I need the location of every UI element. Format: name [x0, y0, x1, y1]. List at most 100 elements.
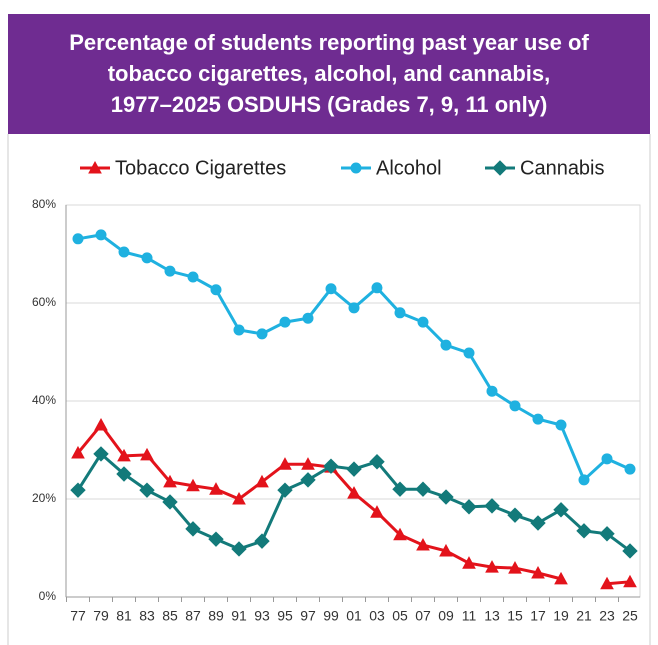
x-tick-label: 25	[622, 608, 638, 624]
data-point	[461, 499, 477, 515]
data-point	[624, 463, 636, 475]
data-point	[95, 229, 107, 241]
data-point	[462, 556, 476, 569]
y-tick-label: 40%	[32, 393, 56, 407]
x-tick-label: 09	[438, 608, 454, 624]
data-point	[393, 527, 407, 541]
data-point	[256, 328, 268, 340]
data-point	[187, 271, 199, 283]
data-point	[507, 507, 523, 523]
data-point	[439, 543, 453, 557]
x-tick-label: 93	[254, 608, 270, 624]
data-point	[141, 252, 153, 264]
y-tick-label: 60%	[32, 295, 56, 309]
data-point	[554, 571, 568, 585]
data-point	[163, 474, 177, 488]
chart-title: 1977–2025 OSDUHS (Grades 7, 9, 11 only)	[111, 92, 548, 117]
data-point	[185, 521, 201, 537]
x-tick-label: 01	[346, 608, 362, 624]
data-point	[530, 515, 546, 531]
data-point	[302, 312, 314, 324]
x-tick-label: 17	[530, 608, 546, 624]
data-point	[599, 526, 615, 542]
data-point	[369, 454, 385, 470]
x-tick-label: 81	[116, 608, 132, 624]
x-tick-label: 85	[162, 608, 178, 624]
x-tick-label: 87	[185, 608, 201, 624]
y-tick-label: 0%	[39, 589, 57, 603]
data-point	[255, 474, 269, 488]
data-point	[232, 491, 246, 505]
data-point	[578, 474, 590, 486]
x-tick-label: 03	[369, 608, 385, 624]
data-point	[94, 417, 108, 431]
x-tick-label: 21	[576, 608, 592, 624]
data-point	[346, 461, 362, 477]
x-tick-label: 91	[231, 608, 247, 624]
y-tick-label: 80%	[32, 197, 56, 211]
x-tick-label: 13	[484, 608, 500, 624]
data-point	[118, 246, 130, 258]
data-point	[394, 307, 406, 319]
data-point	[93, 446, 109, 462]
x-tick-label: 15	[507, 608, 523, 624]
data-point	[279, 316, 291, 328]
data-point	[438, 489, 454, 505]
data-point	[209, 482, 223, 495]
x-tick-label: 97	[300, 608, 316, 624]
series-line	[77, 233, 631, 483]
data-point	[555, 419, 567, 431]
series-line	[76, 422, 562, 581]
data-point	[371, 282, 383, 294]
x-tick-label: 77	[70, 608, 86, 624]
chart-title: tobacco cigarettes, alcohol, and cannabi…	[108, 61, 551, 86]
data-point	[210, 284, 222, 296]
x-tick-label: 79	[93, 608, 109, 624]
legend-marker	[350, 162, 362, 174]
data-point	[531, 565, 545, 579]
data-point	[622, 543, 638, 559]
data-point	[508, 561, 522, 574]
x-tick-label: 11	[462, 608, 477, 624]
data-point	[71, 445, 85, 459]
data-point	[486, 385, 498, 397]
data-point	[484, 498, 500, 514]
data-point	[300, 472, 316, 488]
data-point	[532, 413, 544, 425]
data-point	[186, 478, 200, 492]
legend-marker	[492, 160, 508, 176]
data-point	[415, 481, 431, 497]
legend-label: Tobacco Cigarettes	[115, 157, 286, 179]
data-point	[323, 458, 339, 474]
data-point	[254, 533, 270, 549]
data-point	[601, 453, 613, 465]
data-point	[164, 265, 176, 277]
legend-label: Alcohol	[376, 157, 442, 179]
data-point	[600, 576, 614, 590]
data-point	[347, 486, 361, 499]
x-tick-label: 05	[392, 608, 408, 624]
data-point	[463, 347, 475, 359]
data-point	[370, 505, 384, 518]
x-tick-label: 99	[323, 608, 339, 624]
data-point	[140, 447, 154, 461]
chart-title: Percentage of students reporting past ye…	[69, 30, 589, 55]
title-band	[8, 14, 650, 134]
data-point	[392, 481, 408, 497]
data-point	[348, 302, 360, 314]
data-point	[72, 233, 84, 245]
data-point	[139, 482, 155, 498]
data-point	[509, 400, 521, 412]
data-point	[233, 324, 245, 336]
data-point	[416, 538, 430, 551]
legend-label: Cannabis	[520, 157, 605, 179]
legend-marker	[88, 160, 102, 174]
data-point	[417, 316, 429, 328]
data-point	[325, 283, 337, 295]
data-point	[231, 541, 247, 557]
x-tick-label: 83	[139, 608, 155, 624]
data-point	[623, 574, 637, 588]
x-tick-label: 19	[553, 608, 569, 624]
x-tick-label: 89	[208, 608, 224, 624]
